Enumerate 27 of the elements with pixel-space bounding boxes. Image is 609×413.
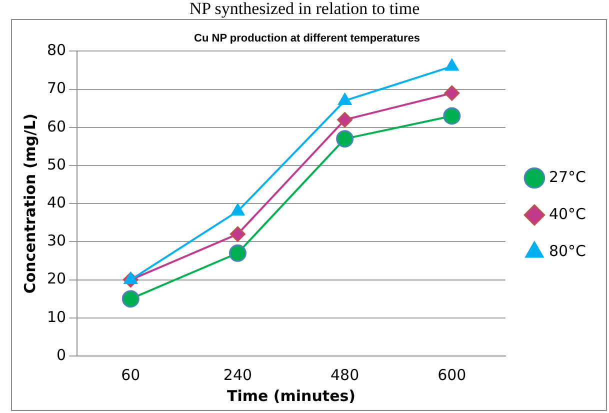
y-tick-label: 80 bbox=[46, 41, 66, 60]
y-tick-label: 40 bbox=[46, 193, 66, 212]
point bbox=[444, 85, 460, 101]
y-axis-title: Concentration (mg/L) bbox=[20, 114, 39, 294]
y-tick-label: 0 bbox=[56, 346, 66, 364]
legend-label: 40°C bbox=[548, 204, 586, 223]
x-tick-label: 240 bbox=[223, 366, 252, 384]
point bbox=[122, 290, 140, 308]
point bbox=[443, 107, 461, 125]
x-axis-title: Time (minutes) bbox=[227, 386, 356, 405]
point bbox=[336, 130, 354, 148]
y-tick-label: 60 bbox=[46, 117, 66, 136]
point bbox=[230, 226, 246, 242]
y-tick-label: 10 bbox=[46, 308, 66, 326]
x-tick-label: 600 bbox=[438, 366, 466, 384]
x-tick-label: 480 bbox=[330, 366, 360, 384]
y-tick-label: 20 bbox=[46, 270, 66, 288]
y-tick-label: 50 bbox=[46, 155, 66, 174]
legend-label: 27°C bbox=[548, 168, 586, 186]
chart-title: Cu NP production at different temperatures bbox=[194, 32, 420, 45]
point bbox=[228, 244, 246, 262]
y-tick-label: 30 bbox=[46, 232, 66, 250]
x-tick-label: 60 bbox=[121, 366, 140, 384]
legend-label: 80°C bbox=[548, 242, 586, 260]
point bbox=[337, 112, 353, 128]
y-tick-label: 70 bbox=[46, 79, 66, 98]
text: NP synthesized in relation to time bbox=[188, 0, 421, 20]
